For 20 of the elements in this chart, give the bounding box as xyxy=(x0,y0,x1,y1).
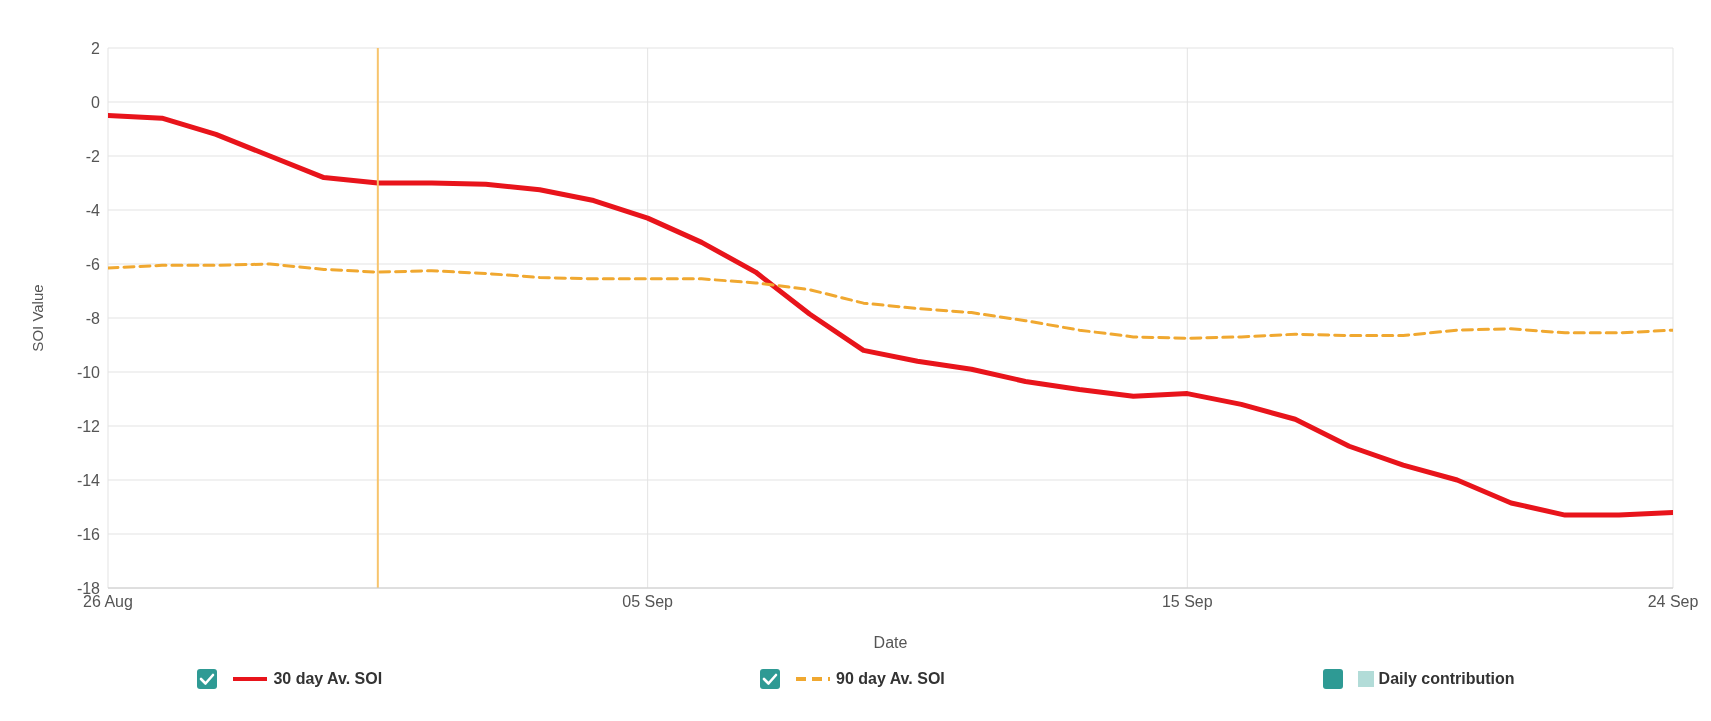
y-tick-label: -10 xyxy=(76,363,101,381)
y-tick-label: -6 xyxy=(85,255,101,273)
legend-label: 90 day Av. SOI xyxy=(835,670,945,688)
line-series xyxy=(108,262,1673,340)
legend-label: Daily contribution xyxy=(1378,670,1515,688)
x-tick-label: 15 Sep xyxy=(1161,593,1213,611)
y-tick-label: -8 xyxy=(85,309,101,327)
x-tick-label: 05 Sep xyxy=(622,593,674,611)
y-tick-label: -14 xyxy=(76,471,101,489)
y-tick-label: -2 xyxy=(85,147,101,165)
y-tick-label: 2 xyxy=(91,39,101,57)
y-tick-label: -16 xyxy=(76,525,101,543)
y-axis-title: SOI Value xyxy=(29,284,47,352)
y-tick-label: -4 xyxy=(85,201,101,219)
legend-label: 30 day Av. SOI xyxy=(273,670,383,688)
y-tick-label: -12 xyxy=(76,417,101,435)
x-tick-label: 24 Sep xyxy=(1647,593,1699,611)
x-tick-label: 26 Aug xyxy=(83,593,133,611)
x-axis-title: Date xyxy=(873,634,908,651)
y-tick-label: 0 xyxy=(91,93,101,111)
